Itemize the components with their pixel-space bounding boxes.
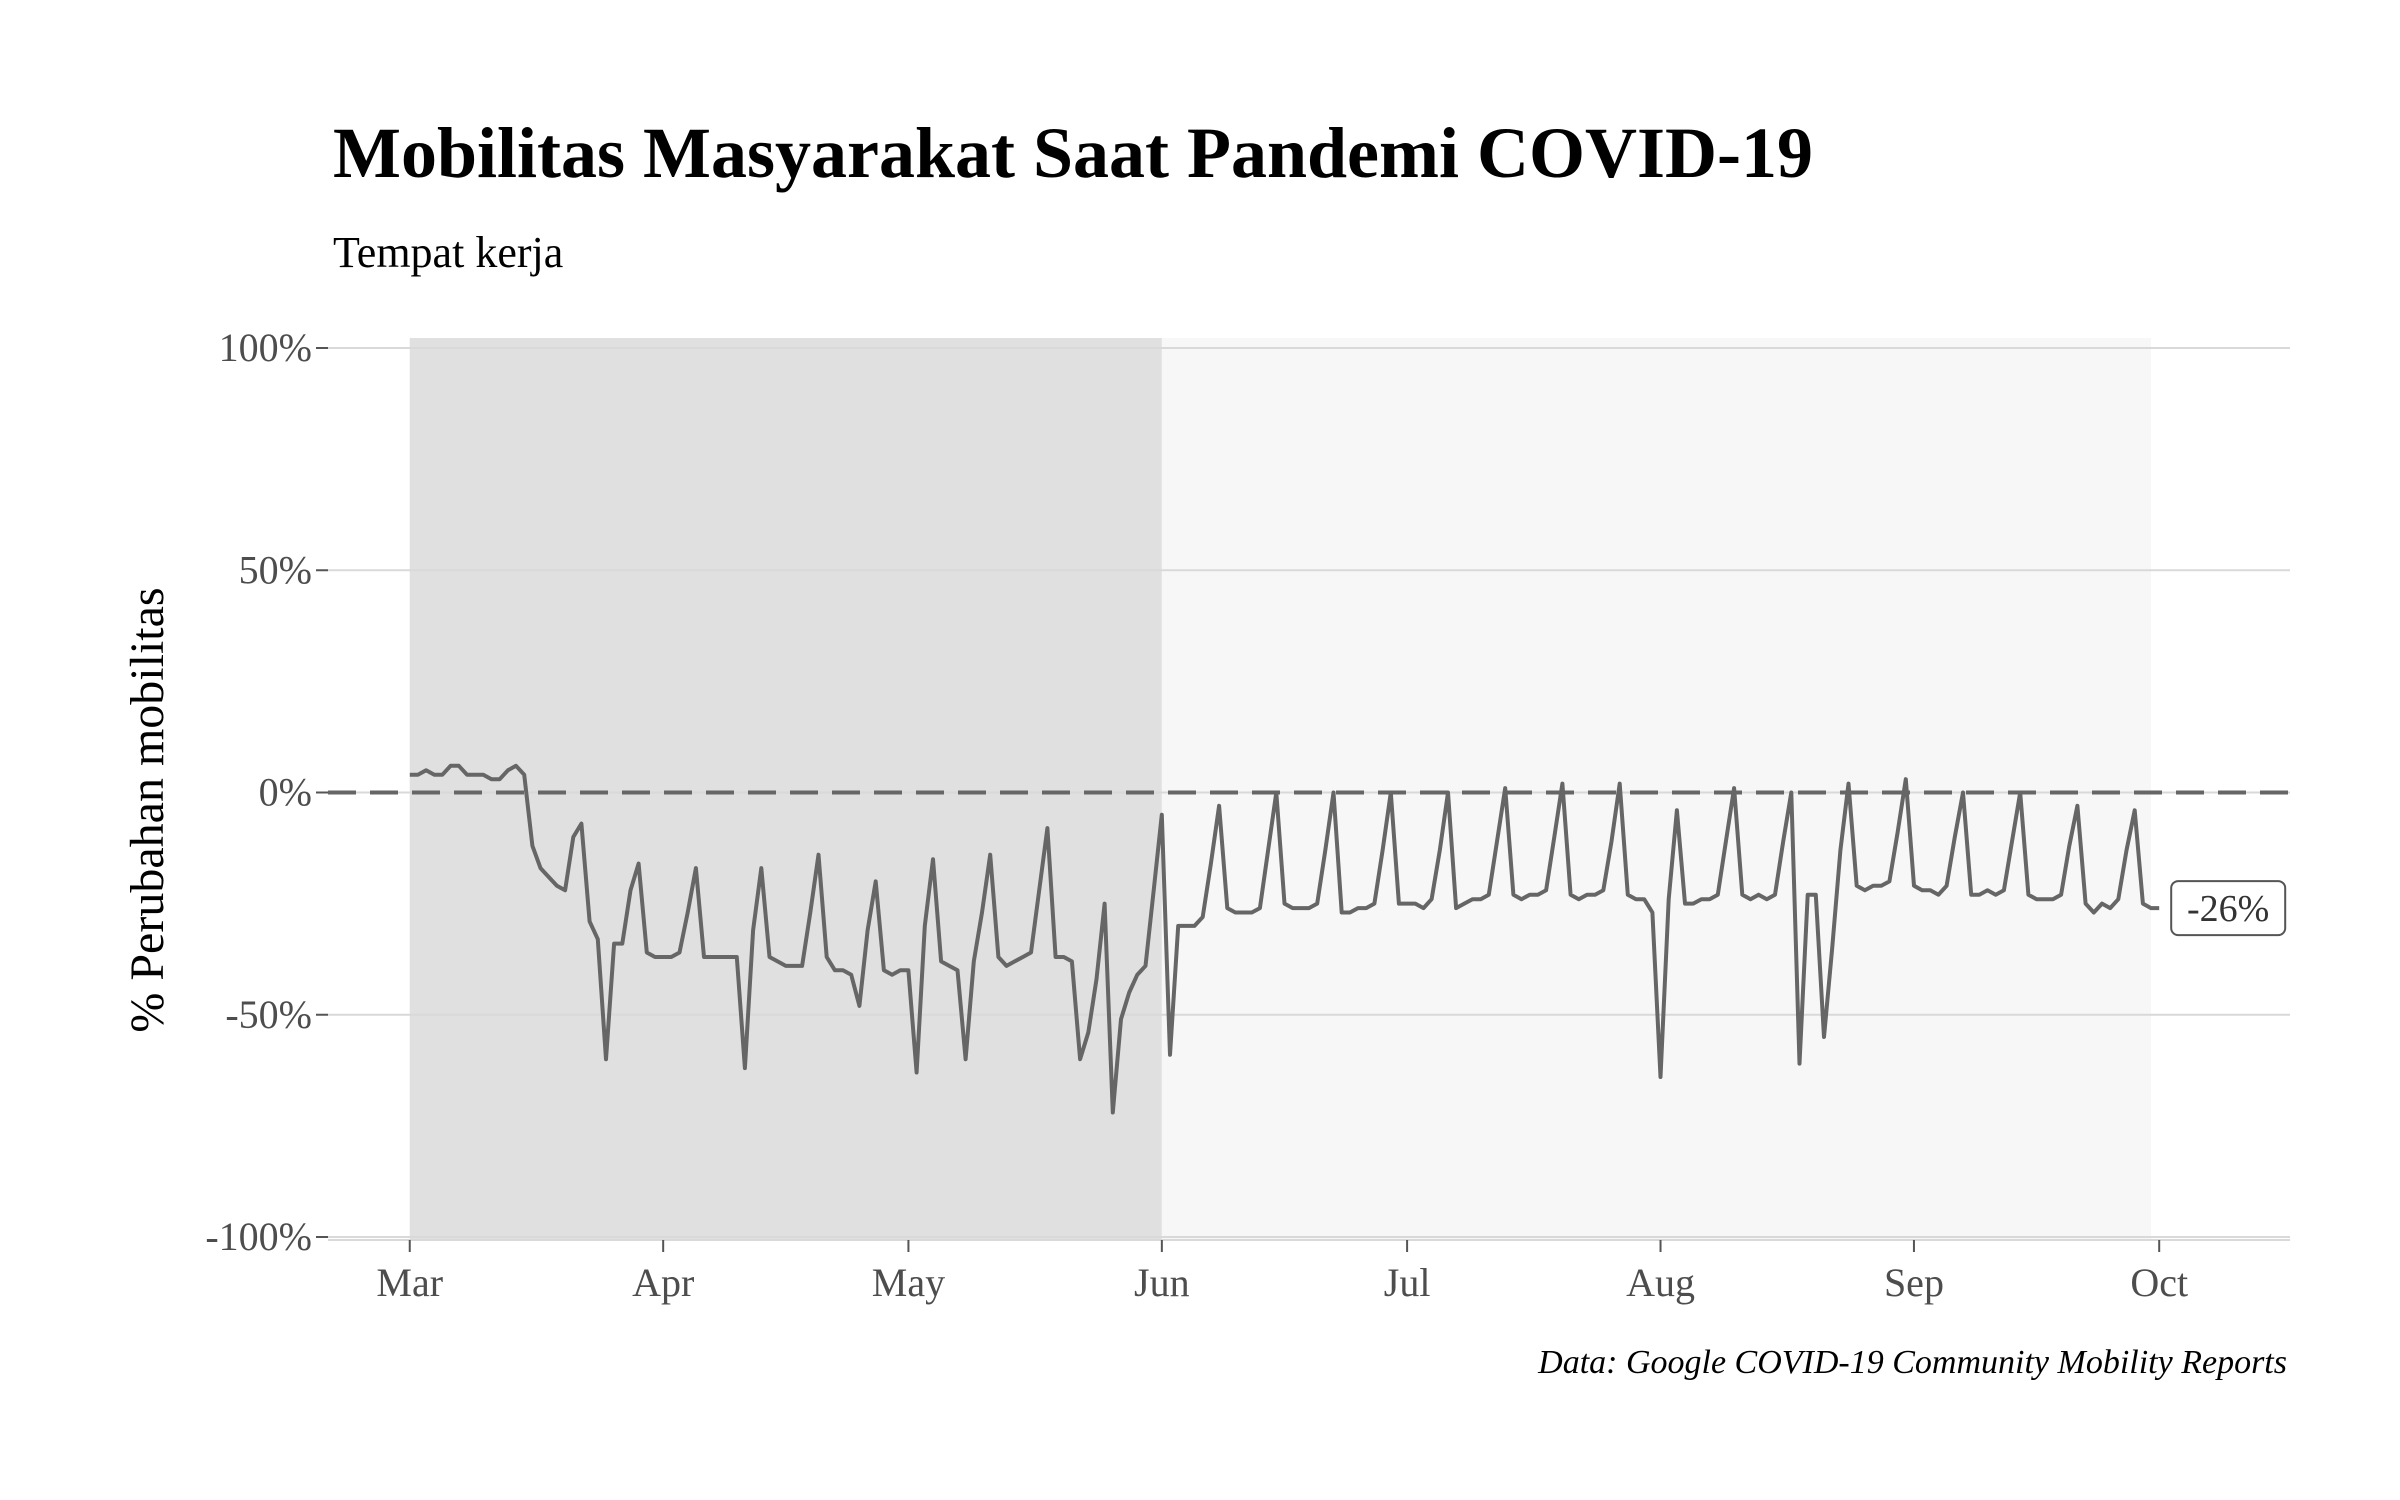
y-axis-label: % Perubahan mobilitas xyxy=(121,587,174,1032)
shaded-period-0 xyxy=(409,338,1162,1240)
x-tick-label-2: May xyxy=(872,1260,945,1305)
y-axis: -100% -50% 0% 50% 100% xyxy=(205,325,328,1259)
end-label-box xyxy=(2170,880,2287,937)
end-label-text: -26% xyxy=(2187,888,2269,930)
y-tick-label-2: 0% xyxy=(259,770,312,815)
end-label: -26% xyxy=(2170,880,2287,937)
shaded-period-1 xyxy=(1161,338,2152,1240)
y-tick-label-0: -100% xyxy=(205,1214,312,1259)
x-tick-label-4: Jul xyxy=(1384,1260,1431,1305)
x-tick-label-6: Sep xyxy=(1884,1260,1944,1305)
x-axis: Mar Apr May Jun Jul Aug Sep Oct xyxy=(328,1239,2290,1305)
chart-caption: Data: Google COVID-19 Community Mobility… xyxy=(1537,1344,2287,1381)
period-shading xyxy=(409,338,2152,1240)
chart-title: Mobilitas Masyarakat Saat Pandemi COVID-… xyxy=(333,113,1813,193)
x-tick-label-0: Mar xyxy=(376,1260,443,1305)
y-tick-label-3: 50% xyxy=(239,547,312,592)
series-line xyxy=(409,763,2160,1115)
y-tick-label-4: 100% xyxy=(219,325,312,370)
x-tick-label-1: Apr xyxy=(632,1260,694,1305)
x-tick-label-5: Aug xyxy=(1626,1260,1695,1305)
chart-subtitle: Tempat kerja xyxy=(333,228,563,277)
x-tick-label-3: Jun xyxy=(1134,1260,1190,1305)
x-tick-label-7: Oct xyxy=(2130,1260,2188,1305)
y-tick-label-1: -50% xyxy=(225,992,312,1037)
